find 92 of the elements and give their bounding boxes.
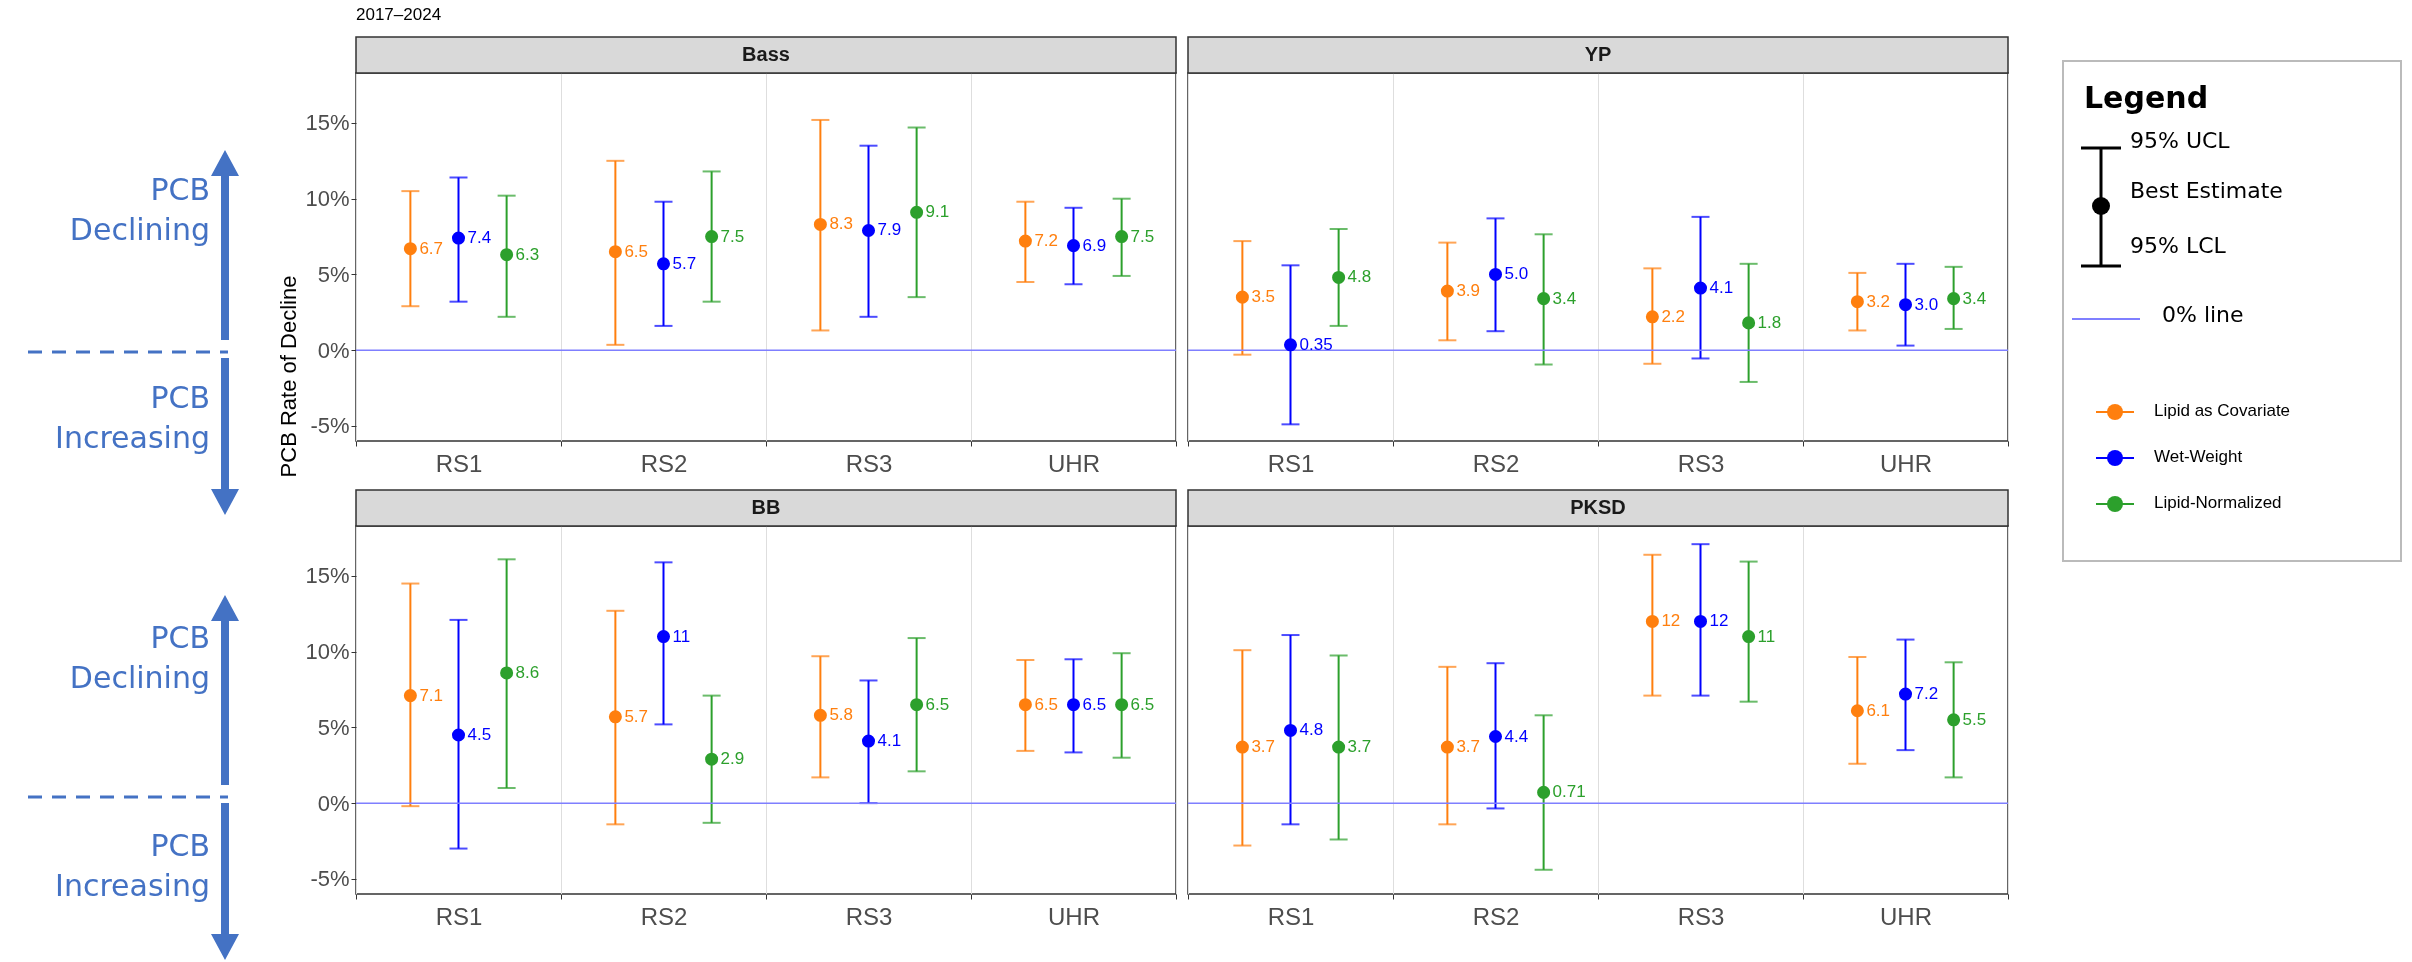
x-tick-label: RS3 <box>1677 902 1725 930</box>
data-label: 11 <box>1757 626 1776 646</box>
x-tick-label: RS2 <box>1472 902 1520 930</box>
data-label: 2.2 <box>1661 306 1686 326</box>
chart-subtitle: 2017–2024 <box>356 5 442 24</box>
data-label: 3.2 <box>1866 291 1891 311</box>
data-label: 8.3 <box>829 214 854 234</box>
legend-title: Legend <box>2084 80 2209 115</box>
x-tick-label: RS1 <box>1267 449 1315 477</box>
text: Best Estimate <box>2130 178 2283 203</box>
legend-label: Wet-Weight <box>2154 447 2243 467</box>
y-tick-label: 15% <box>305 110 350 136</box>
data-label: 4.1 <box>1709 278 1734 298</box>
x-tick-label: RS2 <box>640 902 688 930</box>
data-label: 6.5 <box>925 694 950 714</box>
text: PCB Increasing <box>54 827 210 905</box>
x-tick-label: UHR <box>1048 902 1100 930</box>
data-label: 8.6 <box>515 662 540 682</box>
y-tick-label: 5% <box>317 714 350 740</box>
data-label: 7.5 <box>720 226 745 246</box>
data-label: 6.5 <box>1082 694 1107 714</box>
data-label: 6.5 <box>624 241 649 261</box>
y-tick-label: -5% <box>310 413 350 439</box>
text: PCB Declining <box>68 171 210 249</box>
data-label: 3.4 <box>1552 288 1577 308</box>
data-label: 6.5 <box>1130 694 1155 714</box>
data-label: 5.7 <box>624 706 649 726</box>
data-label: 4.5 <box>467 724 492 744</box>
data-label: 7.4 <box>467 228 492 248</box>
data-label: 3.5 <box>1251 287 1276 307</box>
chart-title: Bass <box>742 43 790 65</box>
y-tick-label: 10% <box>305 186 350 212</box>
data-label: 4.8 <box>1299 720 1324 740</box>
text: 95% LCL <box>2130 233 2226 258</box>
data-label: 7.2 <box>1914 684 1939 704</box>
data-label: 7.5 <box>1130 226 1155 246</box>
data-label: 11 <box>672 626 691 646</box>
y-tick-label: 15% <box>305 563 350 589</box>
data-label: 6.9 <box>1082 235 1107 255</box>
data-label: 7.9 <box>877 220 902 240</box>
x-tick-label: UHR <box>1880 449 1932 477</box>
data-label: 6.1 <box>1866 700 1891 720</box>
data-label: 3.4 <box>1962 288 1987 308</box>
data-label: 6.7 <box>419 238 444 258</box>
x-tick-label: RS3 <box>845 449 893 477</box>
data-label: 1.8 <box>1757 312 1782 332</box>
data-label: 4.8 <box>1347 267 1372 287</box>
data-label: 5.0 <box>1504 264 1529 284</box>
data-label: 0.71 <box>1552 782 1586 802</box>
data-label: 3.7 <box>1347 737 1372 757</box>
data-label: 12 <box>1709 611 1729 631</box>
text: 95% UCL <box>2130 128 2230 153</box>
x-tick-label: RS3 <box>1677 449 1725 477</box>
data-label: 6.5 <box>1034 694 1059 714</box>
data-label: 12 <box>1661 611 1681 631</box>
data-label: 7.2 <box>1034 231 1059 251</box>
x-tick-label: RS1 <box>435 449 483 477</box>
y-tick-label: 0% <box>317 337 350 363</box>
x-tick-label: RS3 <box>845 902 893 930</box>
data-label: 5.5 <box>1962 709 1987 729</box>
y-tick-label: 5% <box>317 261 350 287</box>
x-tick-label: RS2 <box>1472 449 1520 477</box>
y-tick-label: 0% <box>317 790 350 816</box>
data-label: 7.1 <box>419 685 444 705</box>
data-label: 0.35 <box>1299 334 1333 354</box>
legend-label: Lipid as Covariate <box>2154 401 2291 421</box>
data-label: 5.7 <box>672 253 697 273</box>
data-label: 2.9 <box>720 749 745 769</box>
data-label: 3.7 <box>1456 737 1481 757</box>
chart-title: PKSD <box>1570 496 1626 518</box>
x-tick-label: RS1 <box>435 902 483 930</box>
x-tick-label: UHR <box>1048 449 1100 477</box>
data-label: 4.4 <box>1504 726 1529 746</box>
text: PCB Declining <box>68 619 210 697</box>
y-tick-label: -5% <box>310 866 350 892</box>
data-label: 4.1 <box>877 731 902 751</box>
chart-title: YP <box>1584 43 1612 65</box>
x-tick-label: RS1 <box>1267 902 1315 930</box>
data-label: 3.7 <box>1251 737 1276 757</box>
x-tick-label: UHR <box>1880 902 1932 930</box>
y-axis-title: PCB Rate of Decline <box>276 275 302 478</box>
data-label: 9.1 <box>925 202 950 222</box>
x-tick-label: RS2 <box>640 449 688 477</box>
data-label: 6.3 <box>515 244 540 264</box>
text: PCB Increasing <box>54 379 210 457</box>
y-tick-label: 10% <box>305 639 350 665</box>
chart-title: BB <box>751 496 781 518</box>
data-label: 3.0 <box>1914 294 1939 314</box>
data-label: 5.8 <box>829 705 854 725</box>
legend-label: Lipid-Normalized <box>2154 493 2282 513</box>
legend-label: 0% line <box>2162 302 2244 327</box>
data-label: 3.9 <box>1456 281 1481 301</box>
